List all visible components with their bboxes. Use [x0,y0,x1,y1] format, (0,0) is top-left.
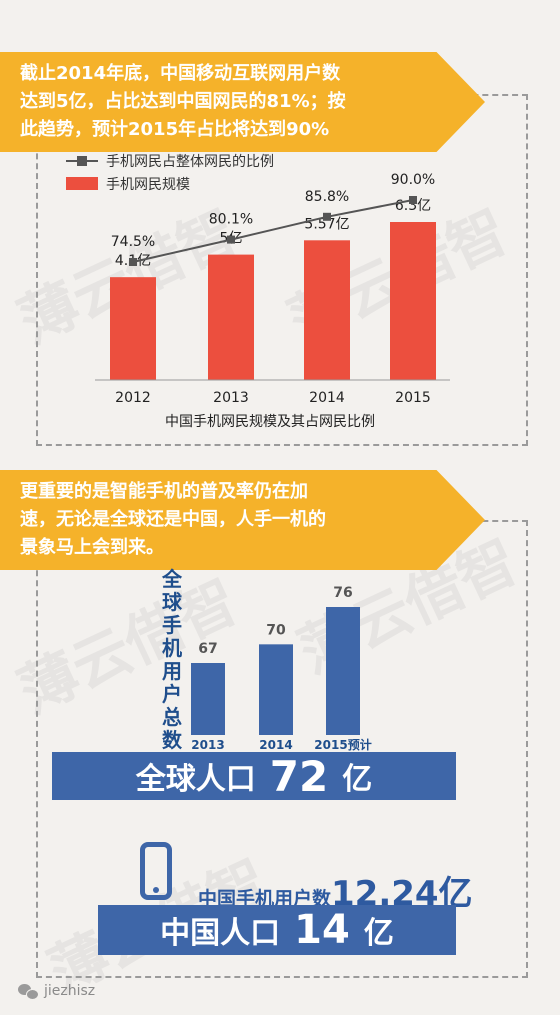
section2-banner: 更重要的是智能手机的普及率仍在加 速，无论是全球还是中国，人手一机的 景象马上会… [0,470,485,570]
x-tick-label: 2015 [395,390,431,406]
global-users-chart: 67 70 76 2013 2014 2015预计 [191,585,372,752]
ratio-label: 85.8% [305,189,349,205]
global-population-label: 全球人口 [135,762,256,797]
global-bar-2014 [259,644,293,735]
global-x-tick-label: 2013 [191,738,224,752]
china-population-unit: 亿 [363,916,394,951]
global-bar-label: 76 [333,585,352,601]
global-population-unit: 亿 [342,762,373,797]
global-bar-2013 [191,663,225,735]
legend-bar-label: 手机网民规模 [106,177,190,193]
wechat-icon [18,984,39,1000]
section1-banner: 截止2014年底，中国移动互联网用户数 达到5亿，占比达到中国网民的81%；按 … [0,52,485,152]
global-population-band: 全球人口 72 亿 [52,751,456,801]
ratio-point [129,258,137,266]
china-users-label: 中国手机用户数 [198,888,332,910]
ratio-point [323,212,331,221]
global-population-value: 72 [269,751,329,801]
ratio-label: 80.1% [209,212,253,228]
x-tick-label: 2013 [213,390,249,406]
ratio-label: 74.5% [111,234,155,250]
chart-caption: 中国手机网民规模及其占网民比例 [165,414,375,430]
banner-line: 景象马上会到来。 [20,537,164,558]
global-bar-label: 67 [198,641,217,657]
bar-2012 [110,277,156,380]
bar-2013 [208,254,254,380]
legend-marker-swatch [77,156,87,166]
china-population-label: 中国人口 [160,916,281,951]
ratio-point [409,196,417,204]
chart-legend: 手机网民占整体网民的比例 手机网民规模 [66,154,274,193]
banner-line: 截止2014年底，中国移动互联网用户数 [20,63,341,84]
footer: jiezhisz [18,983,96,1000]
global-bar-label: 70 [266,622,286,638]
account-name: jiezhisz [44,983,96,999]
x-tick-label: 2012 [115,390,151,406]
global-bar-2015预计 [326,607,360,735]
ratio-line [132,199,414,263]
ratio-point [227,235,235,244]
banner-line: 达到5亿，占比达到中国网民的81%；按 [20,91,346,112]
legend-bar-swatch [66,177,98,190]
bar-2015 [390,222,436,380]
global-x-tick-label: 2015预计 [314,737,371,752]
banner-line: 速，无论是全球还是中国，人手一机的 [20,509,326,530]
global-x-tick-label: 2014 [259,738,292,752]
banner-line: 此趋势，预计2015年占比将达到90% [20,119,330,140]
phone-icon [140,842,172,900]
x-tick-label: 2014 [309,390,345,406]
bar-2014 [304,240,350,380]
china-population-value: 14 [294,907,350,953]
china-population-band: 中国人口 14 亿 [98,905,456,955]
legend-line-label: 手机网民占整体网民的比例 [106,154,274,170]
banner-line: 更重要的是智能手机的普及率仍在加 [20,481,308,502]
ratio-label: 90.0% [391,172,435,188]
